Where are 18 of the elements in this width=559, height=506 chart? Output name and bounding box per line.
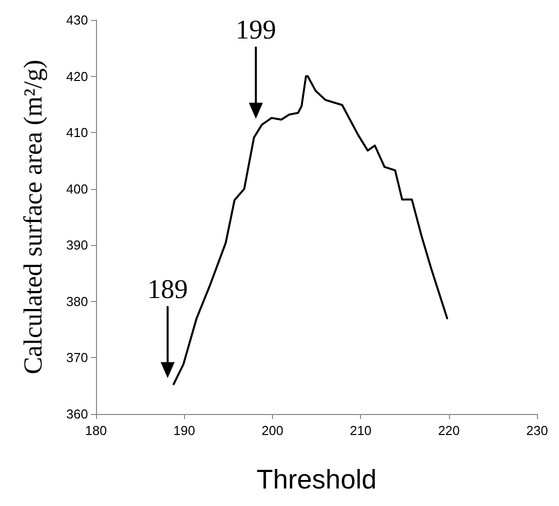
- y-axis-title: Calculated surface area (m²/g): [18, 60, 48, 374]
- y-tick-label: 390: [66, 238, 88, 253]
- x-tick-label: 200: [262, 423, 284, 438]
- y-tick-label: 430: [66, 12, 88, 28]
- x-axis-title: Threshold: [256, 464, 377, 494]
- x-tick-label: 220: [438, 423, 460, 438]
- y-tick-label: 380: [66, 294, 88, 309]
- annotation: 189: [147, 274, 188, 304]
- x-tick-label: 180: [85, 423, 107, 438]
- x-tick-label: 190: [173, 423, 196, 438]
- annotation: 199: [236, 14, 276, 45]
- y-tick-label: 410: [66, 125, 88, 140]
- x-tick-label: 210: [350, 423, 372, 438]
- x-tick-label: 230: [526, 423, 548, 438]
- y-tick-label: 400: [66, 181, 88, 196]
- y-tick-label: 370: [66, 350, 88, 366]
- y-tick-label: 420: [66, 68, 88, 84]
- y-tick-label: 360: [66, 406, 88, 422]
